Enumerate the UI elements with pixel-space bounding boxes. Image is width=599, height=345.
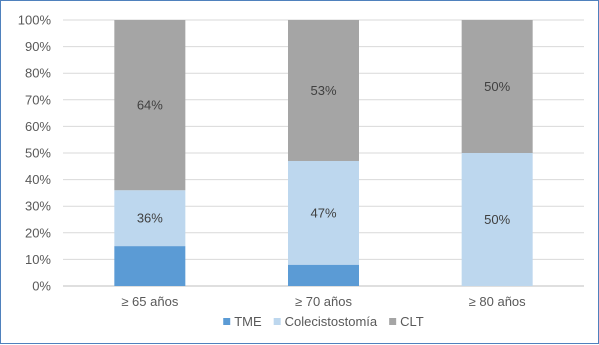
bar-segment-colecistostom-a: [288, 160, 359, 265]
bar-segment-clt: [114, 20, 186, 191]
data-label: 53%: [310, 83, 336, 98]
bar-segment-colecistostom-a: [461, 153, 533, 286]
y-tick-label: 40%: [25, 172, 51, 187]
bar-segment-clt: [461, 20, 533, 153]
legend-label: CLT: [400, 314, 424, 329]
legend-swatch: [389, 318, 397, 325]
y-tick-label: 20%: [25, 225, 51, 240]
legend-swatch: [223, 318, 231, 325]
x-tick-label: ≥ 65 años: [121, 294, 179, 309]
y-tick-label: 10%: [25, 252, 51, 267]
y-tick-label: 90%: [25, 39, 51, 54]
y-tick-label: 50%: [25, 146, 51, 161]
data-labels: 36% 64% 47% 53% 50% 50%: [137, 79, 511, 227]
legend-label: TME: [234, 314, 262, 329]
bar-segment-tme: [114, 246, 186, 286]
y-tick-label: 70%: [25, 92, 51, 107]
legend: TME Colecistostomía CLT: [223, 314, 424, 329]
x-axis-ticks: ≥ 65 años ≥ 70 años ≥ 80 años: [121, 294, 526, 309]
bar-segment-clt: [288, 20, 359, 161]
x-tick-label: ≥ 70 años: [295, 294, 353, 309]
x-tick-label: ≥ 80 años: [469, 294, 527, 309]
y-tick-label: 0%: [32, 279, 51, 294]
bar-segment-tme: [288, 264, 359, 286]
data-label: 64%: [137, 98, 163, 113]
data-label: 50%: [484, 212, 510, 227]
legend-swatch: [273, 318, 281, 325]
data-label: 47%: [310, 205, 336, 220]
y-tick-label: 80%: [25, 66, 51, 81]
bars: [114, 20, 533, 286]
y-tick-label: 60%: [25, 119, 51, 134]
data-label: 36%: [137, 211, 163, 226]
data-label: 50%: [484, 79, 510, 94]
y-tick-label: 30%: [25, 199, 51, 214]
y-tick-label: 100%: [18, 13, 52, 28]
y-axis-ticks: 0% 10% 20% 30% 40% 50% 60% 70% 80% 90% 100%: [18, 13, 52, 294]
bar-segment-colecistostom-a: [114, 190, 186, 247]
legend-label: Colecistostomía: [285, 314, 378, 329]
